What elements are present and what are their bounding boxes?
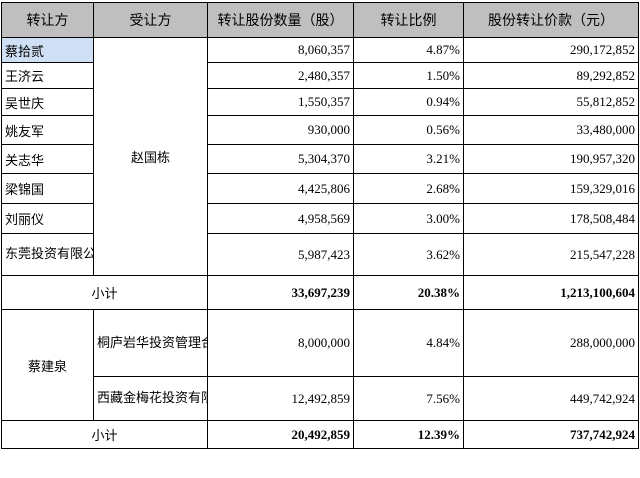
table-row: 蔡建泉 桐庐岩华投资管理合伙企业（有限合伙） 8,000,000 4.84% 2… <box>1 309 639 421</box>
shares-cell: 12,492,859 <box>207 376 354 421</box>
table-row: 西藏金梅花投资有限公司 12,492,859 7.56% 449,742,924 <box>2 376 639 421</box>
shares-cell: 8,060,357 <box>207 37 354 63</box>
price-cell: 89,292,852 <box>463 62 639 89</box>
ratio-cell: 0.56% <box>353 115 464 145</box>
shares-cell: 8,000,000 <box>207 309 354 377</box>
subtotal-price: 737,742,924 <box>463 420 639 449</box>
table-row: 吴世庆 1,550,357 0.94% 55,812,852 <box>1 88 639 116</box>
transferee-cell: 西藏金梅花投资有限公司 <box>93 376 208 421</box>
header-row: 转让方 受让方 转让股份数量（股） 转让比例 股份转让价款（元） <box>1 2 639 38</box>
header-transferor: 转让方 <box>1 2 94 38</box>
ratio-cell: 4.84% <box>353 309 464 377</box>
table-row: 姚友军 930,000 0.56% 33,480,000 <box>1 115 639 145</box>
subtotal-label: 小计 <box>1 275 208 310</box>
table-row: 刘丽仪 4,958,569 3.00% 178,508,484 <box>1 203 639 234</box>
price-cell: 55,812,852 <box>463 88 639 116</box>
transferor-cell: 蔡拾贰 <box>1 37 94 63</box>
shares-cell: 930,000 <box>207 115 354 145</box>
transferor-cell: 王济云 <box>1 62 94 89</box>
price-cell: 159,329,016 <box>463 173 639 204</box>
ratio-cell: 3.00% <box>353 203 464 234</box>
subtotal-ratio: 20.38% <box>353 275 464 310</box>
transferor-cell: 东莞投资有限公司 <box>1 233 94 276</box>
ratio-cell: 2.68% <box>353 173 464 204</box>
transferee-cell: 桐庐岩华投资管理合伙企业（有限合伙） <box>93 309 208 377</box>
subtotal-price: 1,213,100,604 <box>463 275 639 310</box>
subtotal-row: 小计 20,492,859 12.39% 737,742,924 <box>1 420 639 449</box>
ratio-cell: 3.21% <box>353 144 464 174</box>
share-transfer-table: 转让方 受让方 转让股份数量（股） 转让比例 股份转让价款（元） 蔡拾贰 赵国栋… <box>1 2 639 449</box>
subtotal-shares: 20,492,859 <box>207 420 354 449</box>
price-cell: 190,957,320 <box>463 144 639 174</box>
price-cell: 178,508,484 <box>463 203 639 234</box>
price-cell: 215,547,228 <box>463 233 639 276</box>
transferor-cell: 吴世庆 <box>1 88 94 116</box>
subtotal-ratio: 12.39% <box>353 420 464 449</box>
price-cell: 288,000,000 <box>463 309 639 377</box>
ratio-cell: 0.94% <box>353 88 464 116</box>
header-price: 股份转让价款（元） <box>463 2 639 38</box>
transferor-cell: 姚友军 <box>1 115 94 145</box>
subtotal-shares: 33,697,239 <box>207 275 354 310</box>
header-shares: 转让股份数量（股） <box>207 2 354 38</box>
shares-cell: 4,958,569 <box>207 203 354 234</box>
table-row: 梁锦国 4,425,806 2.68% 159,329,016 <box>1 173 639 204</box>
ratio-cell: 4.87% <box>353 37 464 63</box>
shares-cell: 5,304,370 <box>207 144 354 174</box>
ratio-cell: 7.56% <box>353 376 464 421</box>
table-row: 关志华 5,304,370 3.21% 190,957,320 <box>1 144 639 174</box>
table-row: 东莞投资有限公司 5,987,423 3.62% 215,547,228 <box>1 233 639 276</box>
subtotal-label: 小计 <box>1 420 208 449</box>
transferor-cell: 梁锦国 <box>1 173 94 204</box>
shares-cell: 4,425,806 <box>207 173 354 204</box>
ratio-cell: 3.62% <box>353 233 464 276</box>
shares-cell: 2,480,357 <box>207 62 354 89</box>
transferor-cell: 蔡建泉 <box>1 309 94 421</box>
price-cell: 290,172,852 <box>463 37 639 63</box>
header-ratio: 转让比例 <box>353 2 464 38</box>
shares-cell: 1,550,357 <box>207 88 354 116</box>
price-cell: 33,480,000 <box>463 115 639 145</box>
table-row: 王济云 2,480,357 1.50% 89,292,852 <box>1 62 639 89</box>
transferor-cell: 刘丽仪 <box>1 203 94 234</box>
shares-cell: 5,987,423 <box>207 233 354 276</box>
header-transferee: 受让方 <box>93 2 208 38</box>
price-cell: 449,742,924 <box>463 376 639 421</box>
table-row: 蔡拾贰 赵国栋 8,060,357 4.87% 290,172,852 <box>1 37 639 276</box>
transferor-cell: 关志华 <box>1 144 94 174</box>
transferee-cell: 赵国栋 <box>93 37 208 276</box>
ratio-cell: 1.50% <box>353 62 464 89</box>
subtotal-row: 小计 33,697,239 20.38% 1,213,100,604 <box>1 275 639 310</box>
